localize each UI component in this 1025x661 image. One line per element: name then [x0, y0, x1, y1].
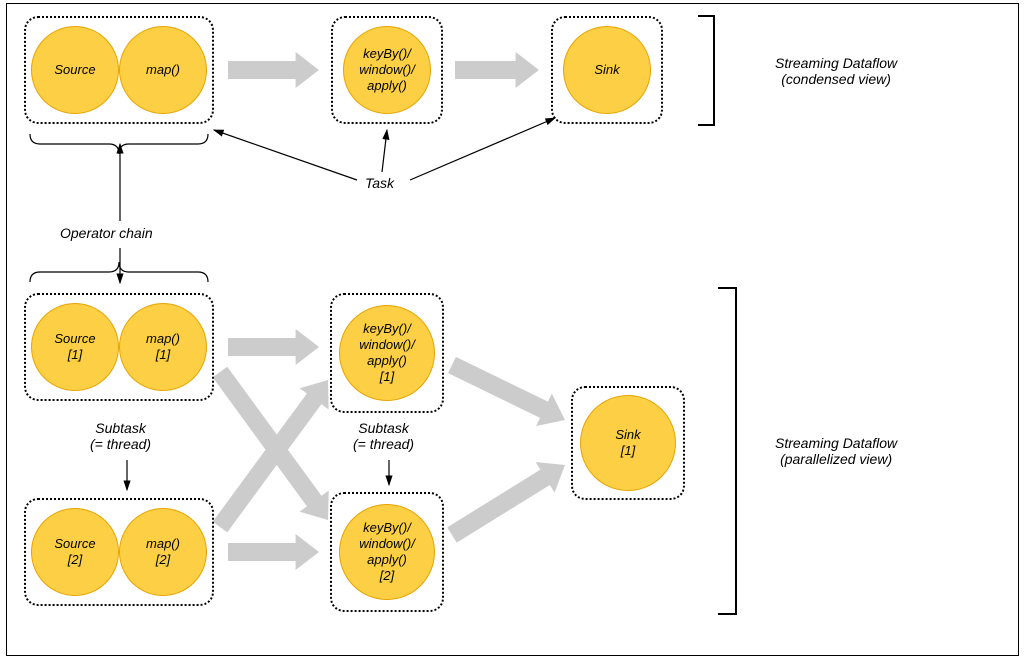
node-p-map-1: map() [1] — [119, 303, 207, 391]
node-top-sink: Sink — [563, 26, 651, 114]
node-top-source: Source — [31, 26, 119, 114]
node-p-sink: Sink [1] — [580, 395, 676, 491]
label-title-top: Streaming Dataflow (condensed view) — [775, 55, 897, 87]
node-p-keyby-1: keyBy()/ window()/ apply() [1] — [339, 305, 435, 401]
label-subtask-2: Subtask (= thread) — [353, 420, 414, 452]
node-p-keyby-2: keyBy()/ window()/ apply() [2] — [339, 504, 435, 600]
label-title-bottom: Streaming Dataflow (parallelized view) — [775, 435, 897, 467]
node-top-keyby: keyBy()/ window()/ apply() — [343, 26, 431, 114]
node-p-map-2: map() [2] — [119, 508, 207, 596]
node-top-map: map() — [119, 26, 207, 114]
label-task: Task — [365, 175, 394, 191]
node-p-source-1: Source [1] — [31, 303, 119, 391]
label-operator-chain: Operator chain — [60, 225, 153, 241]
label-subtask-1: Subtask (= thread) — [90, 420, 151, 452]
node-p-source-2: Source [2] — [31, 508, 119, 596]
